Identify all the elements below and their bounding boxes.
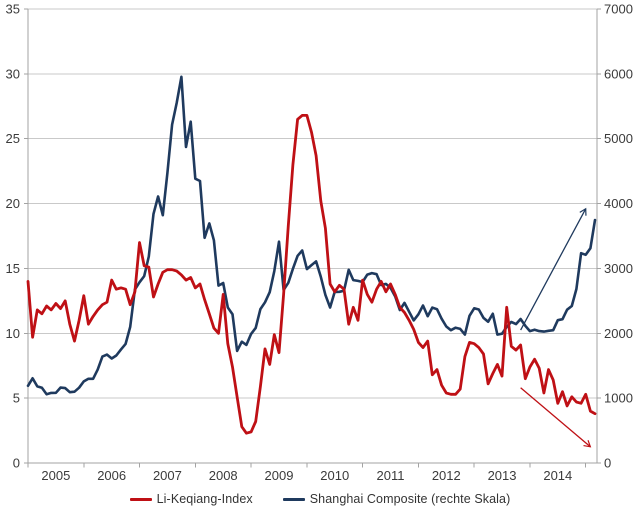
y-axis-left-tick-label: 10 xyxy=(6,326,20,341)
li-keqiang-line xyxy=(26,114,597,435)
y-axis-left-tick-label: 20 xyxy=(6,196,20,211)
legend-label-shanghai-composite: Shanghai Composite (rechte Skala) xyxy=(309,492,511,506)
x-axis-tick-label: 2012 xyxy=(432,468,461,483)
y-axis-right-tick-label: 6000 xyxy=(604,66,633,81)
x-axis-tick-label: 2009 xyxy=(265,468,294,483)
legend-item-li-keqiang-index: Li-Keqiang-Index xyxy=(129,492,253,506)
y-axis-left-tick-label: 25 xyxy=(6,131,20,146)
y-axis-left-tick-label: 35 xyxy=(6,2,20,17)
legend-label-li-keqiang-index: Li-Keqiang-Index xyxy=(156,492,253,506)
legend-item-shanghai-composite: Shanghai Composite (rechte Skala) xyxy=(282,492,511,506)
legend: Li-Keqiang-Index Shanghai Composite (rec… xyxy=(0,492,640,506)
y-axis-right-tick-label: 2000 xyxy=(604,326,633,341)
li-keqiang-line-swatch xyxy=(129,497,152,501)
li-keqiang-trend-arrow-down xyxy=(520,387,592,448)
y-axis-left-tick-label: 15 xyxy=(6,261,20,276)
x-axis-tick-label: 2006 xyxy=(97,468,126,483)
x-axis-tick-label: 2008 xyxy=(209,468,238,483)
x-axis-tick-label: 2011 xyxy=(377,468,405,483)
shanghai-line xyxy=(26,75,597,396)
y-axis-right-tick-label: 5000 xyxy=(604,131,633,146)
x-axis-tick-label: 2005 xyxy=(41,468,70,483)
y-axis-right-tick-label: 4000 xyxy=(604,196,633,211)
y-axis-left-tick-label: 30 xyxy=(6,66,20,81)
y-axis-right-tick-label: 0 xyxy=(604,456,611,471)
y-axis-right-tick-label: 7000 xyxy=(604,2,633,17)
shanghai-line-swatch xyxy=(282,497,305,501)
x-axis-tick-label: 2014 xyxy=(543,468,572,483)
y-axis-right-tick-label: 3000 xyxy=(604,261,633,276)
y-axis-left-tick-label: 0 xyxy=(13,456,20,471)
x-axis-tick-label: 2007 xyxy=(153,468,182,483)
shanghai-trend-arrow-up xyxy=(520,207,587,331)
y-axis-right-tick-label: 1000 xyxy=(604,391,633,406)
x-axis-tick-label: 2010 xyxy=(320,468,349,483)
y-axis-left-tick-label: 5 xyxy=(13,391,20,406)
x-axis-tick-label: 2013 xyxy=(488,468,517,483)
